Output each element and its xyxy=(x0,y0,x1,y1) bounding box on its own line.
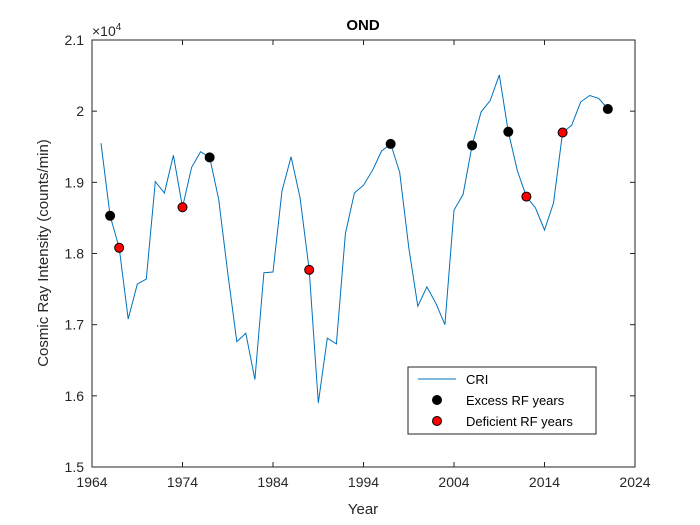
deficient-rf-point xyxy=(557,127,568,138)
legend-entry-label: Excess RF years xyxy=(466,393,565,408)
x-tick-label: 1974 xyxy=(167,474,198,490)
data-series xyxy=(100,74,613,403)
deficient-rf-point xyxy=(521,191,532,202)
chart-title: OND xyxy=(346,17,380,34)
x-tick-label: 1984 xyxy=(257,474,288,490)
axis-ticks: 1964 1974 1984 1994 2004 2014 2024 1.5 1.6 1.7 1.8… xyxy=(65,32,651,490)
excess-rf-point xyxy=(385,138,396,149)
x-tick-label: 1964 xyxy=(76,474,107,490)
excess-rf-point xyxy=(467,140,478,151)
y-tick-label: 2 xyxy=(76,103,84,119)
y-exponent-label: ×104 xyxy=(92,22,122,39)
y-tick-label: 1.5 xyxy=(65,459,85,475)
y-tick-label: 1.7 xyxy=(65,317,85,333)
legend-marker-swatch xyxy=(432,416,442,426)
legend-entry-label: Deficient RF years xyxy=(466,414,573,429)
y-tick-label: 2.1 xyxy=(65,32,85,48)
y-tick-label: 1.6 xyxy=(65,388,85,404)
y-tick-label: 1.9 xyxy=(65,174,85,190)
legend-entry-label: CRI xyxy=(466,372,488,387)
deficient-rf-point xyxy=(304,264,315,275)
x-tick-label: 2024 xyxy=(619,474,650,490)
x-tick-label: 1994 xyxy=(348,474,379,490)
x-tick-label: 2004 xyxy=(438,474,469,490)
cri-series-line xyxy=(100,74,609,403)
legend: CRI Excess RF years Deficient RF years xyxy=(407,366,597,435)
x-axis-label: Year xyxy=(348,501,378,518)
excess-rf-point xyxy=(503,126,514,137)
y-axis-label: Cosmic Ray Intensity (counts/min) xyxy=(35,139,52,367)
deficient-rf-point xyxy=(114,242,125,253)
excess-rf-point xyxy=(602,104,613,115)
excess-rf-point xyxy=(105,210,116,221)
y-tick-label: 1.8 xyxy=(65,246,85,262)
x-tick-label: 2014 xyxy=(529,474,560,490)
excess-rf-point xyxy=(204,152,215,163)
legend-marker-swatch xyxy=(432,395,442,405)
deficient-rf-point xyxy=(177,202,188,213)
